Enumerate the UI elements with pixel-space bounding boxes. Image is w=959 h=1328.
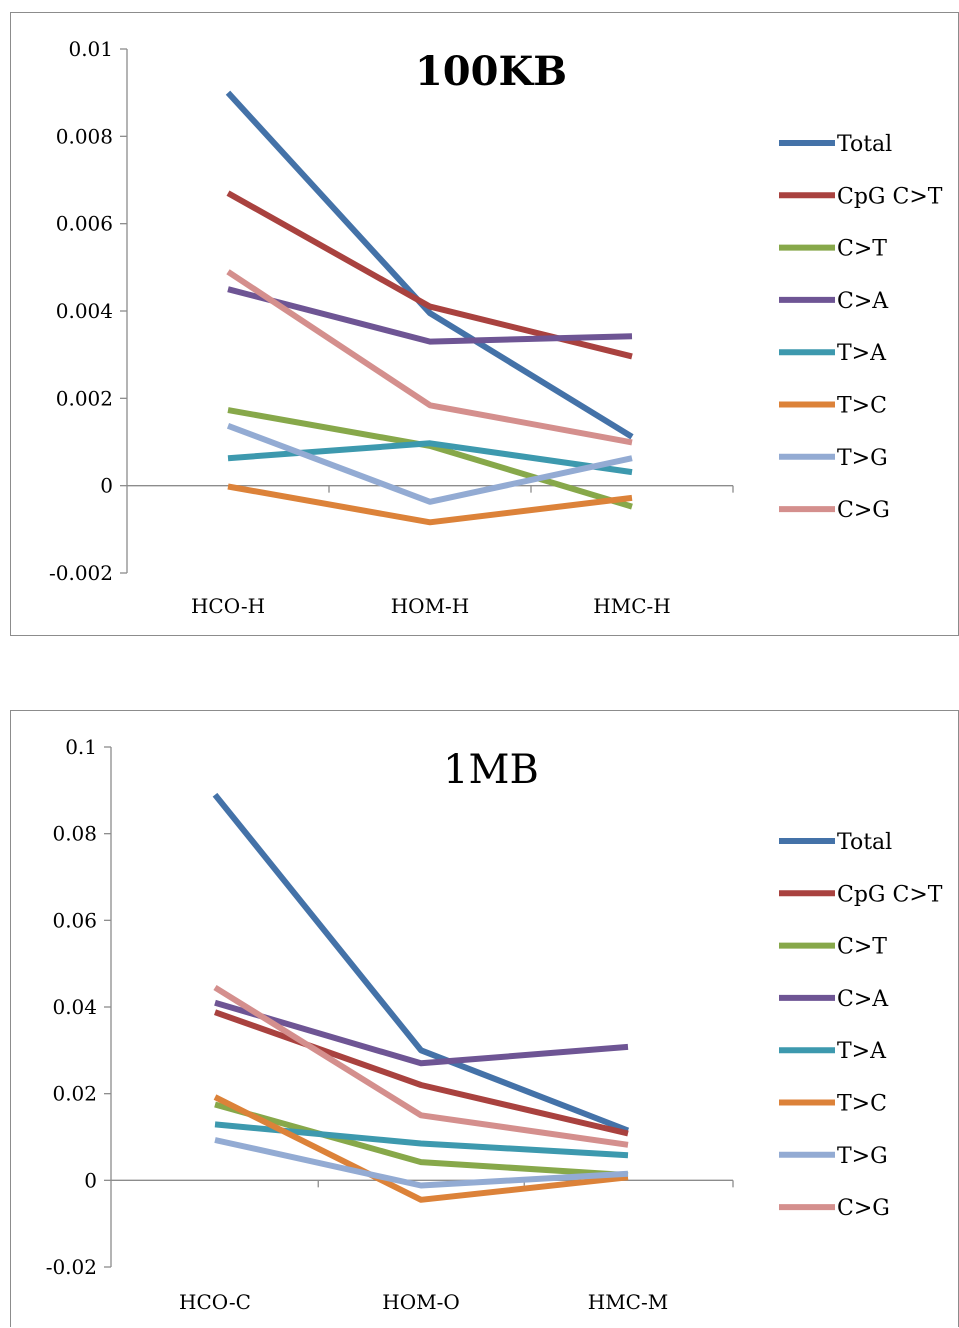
series-line-c-to-g bbox=[226, 269, 633, 446]
series-line-c-to-t bbox=[214, 1101, 629, 1179]
y-tick-label: 0 bbox=[100, 474, 113, 498]
legend-label-c-to-t: C>T bbox=[837, 935, 887, 960]
x-category-label: HCO-H bbox=[191, 594, 265, 618]
chart-panel-1mb: -0.02 0 0.02 0.04 0.06 0.08 0.1 HCO-C HOM-O HMC-M… bbox=[10, 710, 959, 1327]
y-tick-label: 0.008 bbox=[56, 124, 113, 148]
chart-title: 1MB bbox=[443, 747, 539, 793]
y-tick-label: -0.02 bbox=[46, 1255, 97, 1279]
legend-label-c-to-a: C>A bbox=[837, 289, 889, 314]
y-tick-label: 0.08 bbox=[52, 822, 97, 846]
y-tick-label: -0.002 bbox=[49, 561, 113, 585]
series-line-cpg-c-to-t bbox=[226, 190, 633, 360]
chart-title: 100KB bbox=[415, 48, 567, 95]
legend-label-t-to-g: T>G bbox=[837, 1144, 888, 1169]
series-line-t-to-c bbox=[227, 483, 633, 526]
line-chart-1mb: -0.02 0 0.02 0.04 0.06 0.08 0.1 HCO-C HOM-O HMC-M… bbox=[46, 735, 943, 1314]
legend-label-c-to-a: C>A bbox=[837, 987, 889, 1012]
chart-panel-100kb: -0.002 0 0.002 0.004 0.006 0.008 0.01 HCO-H HOM-… bbox=[10, 12, 959, 636]
x-category-label: HMC-H bbox=[593, 594, 670, 618]
legend-label-t-to-c: T>C bbox=[837, 1092, 887, 1117]
x-category-label: HMC-M bbox=[588, 1290, 668, 1314]
legend-label-t-to-c: T>C bbox=[837, 394, 887, 419]
y-tick-label: 0.06 bbox=[52, 908, 97, 932]
series-line-cpg-c-to-t bbox=[214, 1009, 629, 1137]
legend-label-t-to-a: T>A bbox=[837, 341, 887, 366]
series-line-t-to-g bbox=[226, 422, 633, 505]
series-line-c-to-a bbox=[227, 286, 633, 345]
x-category-label: HCO-C bbox=[179, 1290, 251, 1314]
y-tick-label: 0.04 bbox=[52, 995, 97, 1019]
series-line-c-to-g bbox=[213, 984, 629, 1148]
series-line-t-to-c bbox=[213, 1094, 629, 1203]
series-line-total bbox=[212, 792, 630, 1134]
x-category-label: HOM-O bbox=[382, 1290, 459, 1314]
y-tick-label: 0.004 bbox=[56, 299, 113, 323]
y-tick-label: 0.1 bbox=[65, 735, 97, 759]
legend-label-c-to-g: C>G bbox=[837, 498, 890, 523]
series-line-c-to-a bbox=[214, 999, 629, 1067]
line-chart-100kb: -0.002 0 0.002 0.004 0.006 0.008 0.01 HCO-H HOM-… bbox=[49, 37, 943, 618]
legend-label-c-to-g: C>G bbox=[837, 1196, 890, 1221]
legend-label-cpg-c-to-t: CpG C>T bbox=[837, 184, 943, 209]
x-category-label: HOM-H bbox=[391, 594, 470, 618]
y-tick-label: 0.006 bbox=[56, 212, 113, 236]
series-line-c-to-t bbox=[227, 407, 633, 510]
y-tick-label: 0 bbox=[84, 1168, 97, 1192]
y-tick-label: 0.002 bbox=[56, 386, 113, 410]
series-line-total bbox=[225, 90, 634, 440]
y-tick-label: 0.02 bbox=[52, 1082, 97, 1106]
legend-label-c-to-t: C>T bbox=[837, 237, 887, 262]
legend-label-t-to-g: T>G bbox=[837, 446, 888, 471]
legend-label-t-to-a: T>A bbox=[837, 1039, 887, 1064]
y-tick-label: 0.01 bbox=[68, 37, 113, 61]
legend-label-total: Total bbox=[837, 132, 892, 157]
series-line-t-to-g bbox=[214, 1137, 629, 1189]
legend-label-total: Total bbox=[837, 830, 892, 855]
legend-label-cpg-c-to-t: CpG C>T bbox=[837, 882, 943, 907]
